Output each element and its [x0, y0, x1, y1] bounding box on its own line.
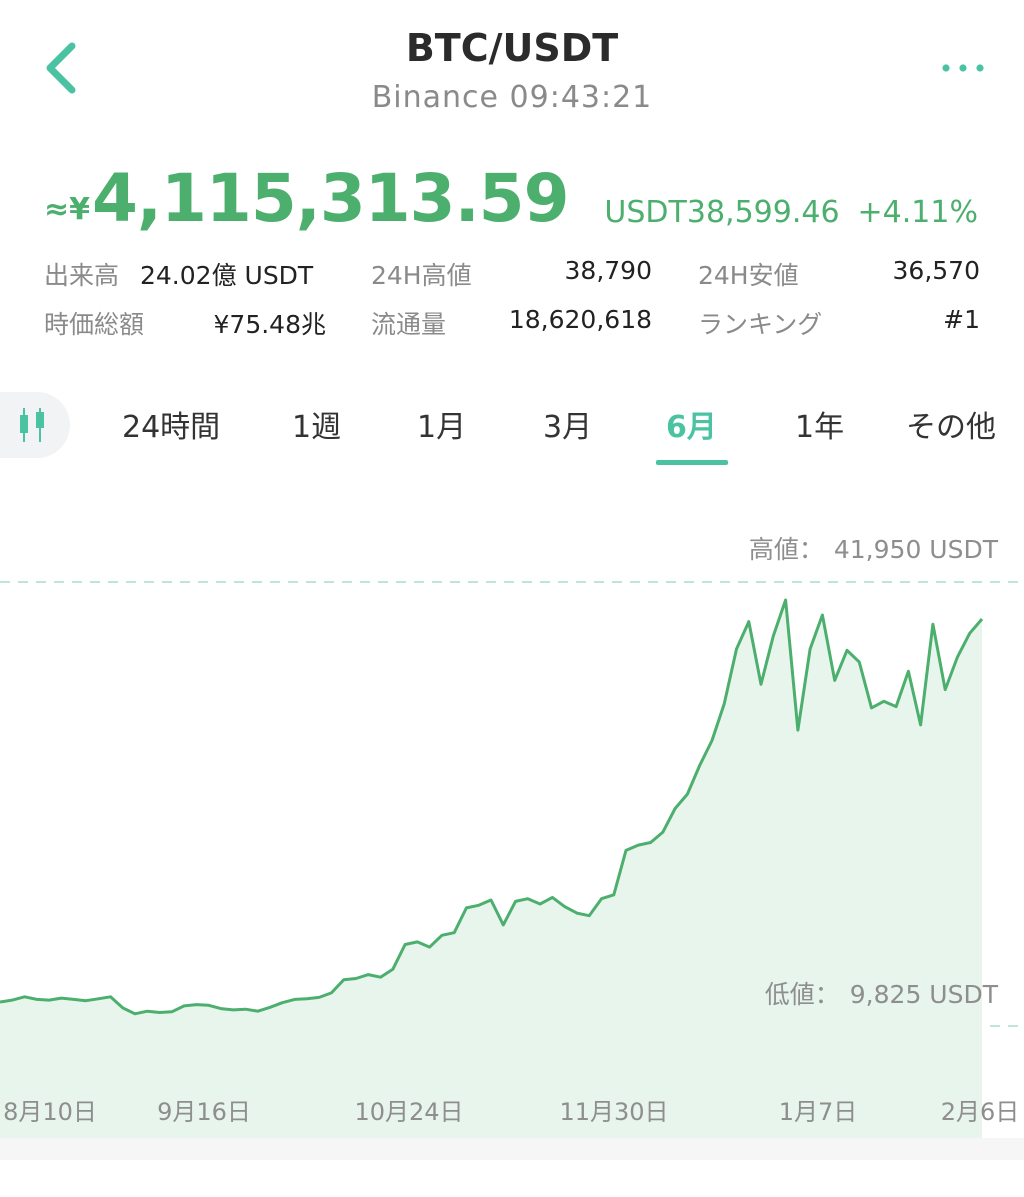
market-cap-value: ¥75.48兆: [213, 310, 326, 339]
ranking-label: ランキング: [698, 310, 823, 339]
x-tick-label: 8月10日: [3, 1098, 97, 1126]
tab-3m[interactable]: 3月: [543, 410, 593, 445]
tab-1m[interactable]: 1月: [417, 410, 467, 445]
more-dots-icon: [942, 64, 984, 72]
approx-yen-symbol: ≈¥: [44, 192, 91, 227]
circulating-supply-label: 流通量: [371, 310, 447, 339]
volume-value: 24.02億 USDT: [140, 261, 314, 290]
x-tick-label: 9月16日: [157, 1098, 251, 1126]
x-tick-label: 1月7日: [779, 1098, 858, 1126]
tab-24h[interactable]: 24時間: [122, 410, 221, 445]
low-value-label: 低値： 9,825 USDT: [765, 980, 999, 1009]
usdt-value: 38,599.46: [686, 195, 840, 230]
low-24h-label: 24H安値: [698, 261, 799, 290]
circulating-supply-value: 18,620,618: [508, 305, 652, 334]
high-24h-value: 38,790: [564, 256, 652, 285]
tab-1y[interactable]: 1年: [795, 410, 845, 445]
price-chart[interactable]: 高値： 41,950 USDT 低値： 9,825 USDT 8月10日 9月16日 1…: [0, 520, 1024, 1160]
candlestick-icon: [20, 408, 44, 442]
high-value-label: 高値： 41,950 USDT: [749, 535, 999, 564]
tab-6m[interactable]: 6月: [666, 410, 717, 445]
back-button[interactable]: [40, 40, 84, 96]
exchange-time: Binance 09:43:21: [371, 80, 653, 115]
x-tick-label: 10月24日: [354, 1098, 463, 1126]
more-button[interactable]: [936, 52, 992, 82]
ranking-value: #1: [943, 305, 980, 334]
low-24h-value: 36,570: [892, 256, 980, 285]
x-tick-label: 2月6日: [941, 1098, 1020, 1126]
volume-label: 出来高: [44, 261, 120, 290]
usdt-label: USDT: [604, 195, 687, 230]
jpy-price: 4,115,313.59: [92, 160, 570, 237]
tab-1w[interactable]: 1週: [292, 410, 342, 445]
x-tick-label: 11月30日: [559, 1098, 668, 1126]
market-cap-label: 時価総額: [44, 310, 145, 339]
tab-other[interactable]: その他: [906, 410, 996, 445]
chevron-left-icon: [46, 42, 76, 94]
price-area-fill: [0, 600, 982, 1138]
bottom-bar: [0, 1138, 1024, 1160]
high-24h-label: 24H高値: [371, 261, 472, 290]
price-line: [0, 598, 984, 1016]
price-change: +4.11%: [857, 195, 978, 230]
candlestick-toggle[interactable]: [0, 392, 70, 458]
page-title: BTC/USDT: [405, 26, 619, 70]
usdt-price-row: USDT38,599.46 +4.11%: [604, 195, 978, 230]
active-tab-indicator: [656, 460, 728, 465]
